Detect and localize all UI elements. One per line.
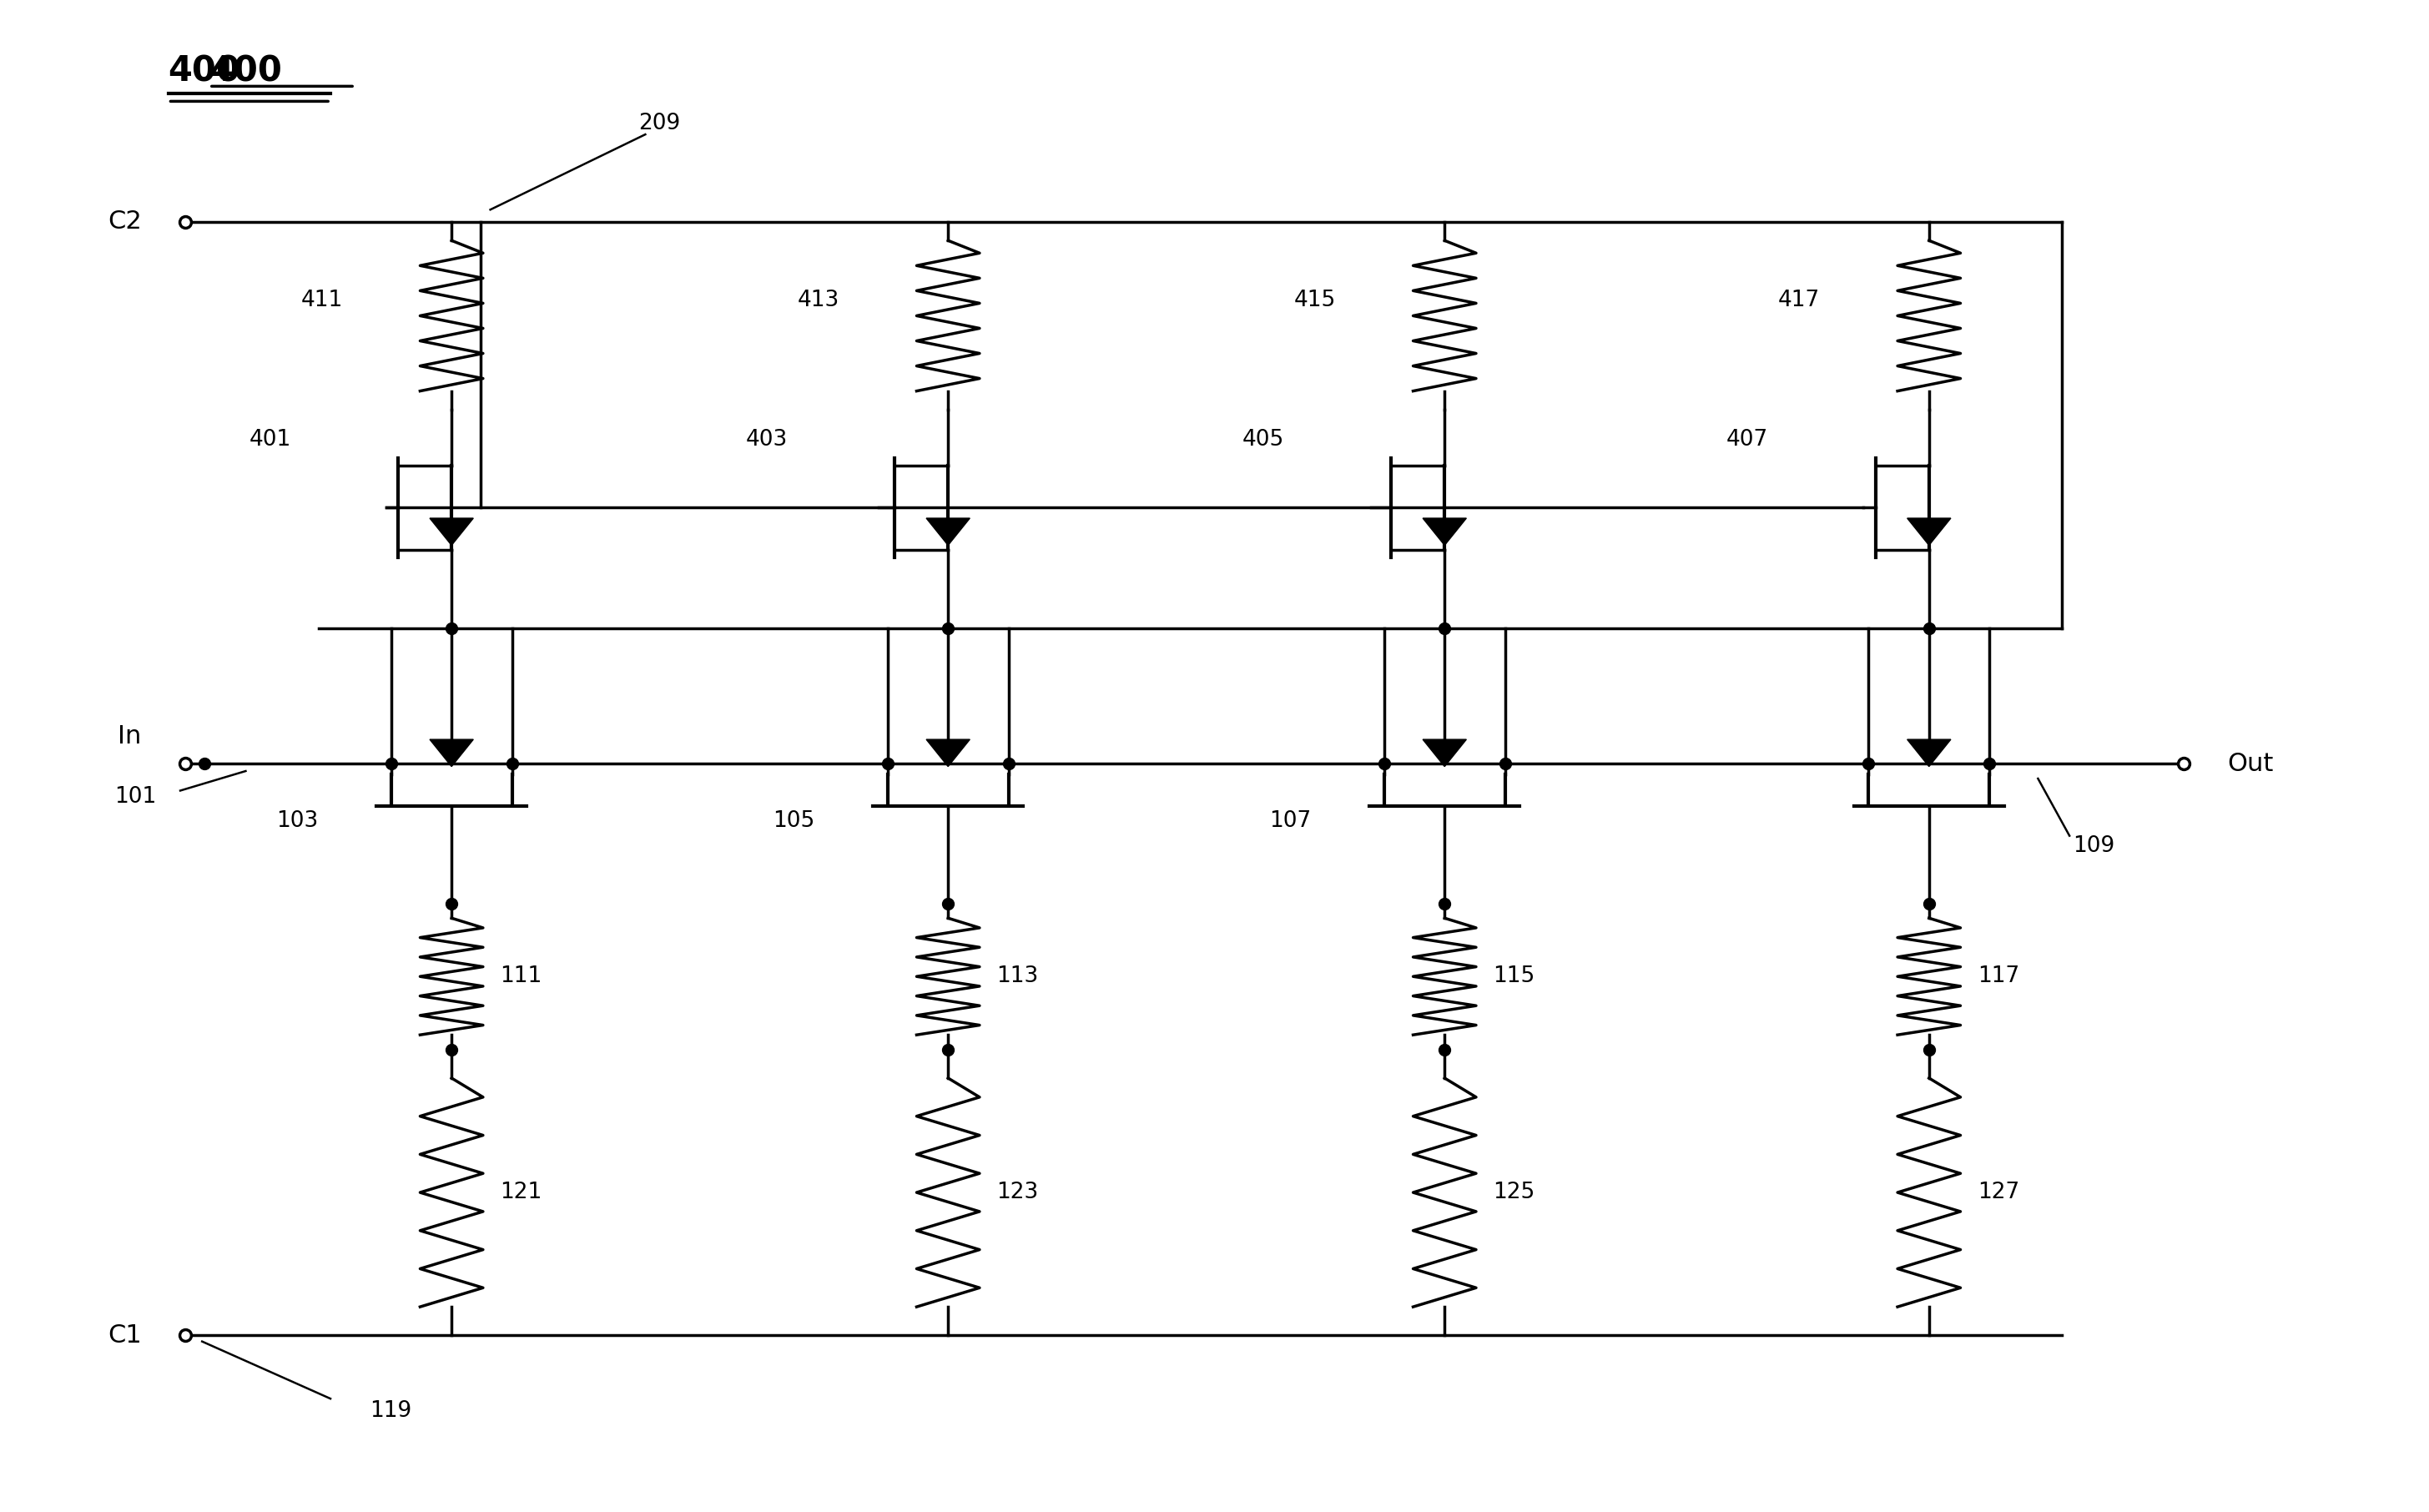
Text: C2: C2 bbox=[107, 210, 141, 234]
Text: 119: 119 bbox=[369, 1400, 413, 1421]
Text: 101: 101 bbox=[114, 786, 155, 807]
Text: 121: 121 bbox=[500, 1181, 542, 1204]
Text: 125: 125 bbox=[1494, 1181, 1535, 1204]
Text: 127: 127 bbox=[1977, 1181, 2018, 1204]
Polygon shape bbox=[1907, 739, 1950, 767]
Text: 107: 107 bbox=[1270, 810, 1312, 832]
Text: 117: 117 bbox=[1977, 966, 2018, 987]
Text: 123: 123 bbox=[996, 1181, 1040, 1204]
Text: Out: Out bbox=[2227, 751, 2274, 776]
Text: 209: 209 bbox=[639, 113, 680, 135]
Polygon shape bbox=[925, 519, 969, 546]
Text: 113: 113 bbox=[996, 966, 1040, 987]
Text: 115: 115 bbox=[1494, 966, 1535, 987]
Text: 407: 407 bbox=[1727, 429, 1768, 451]
Polygon shape bbox=[1423, 739, 1467, 767]
Text: 105: 105 bbox=[772, 810, 814, 832]
Polygon shape bbox=[430, 519, 474, 546]
Text: 415: 415 bbox=[1295, 290, 1336, 311]
Text: 103: 103 bbox=[277, 810, 318, 832]
Text: 109: 109 bbox=[2072, 836, 2116, 857]
Text: 111: 111 bbox=[500, 966, 542, 987]
Text: 417: 417 bbox=[1778, 290, 1819, 311]
Text: 400: 400 bbox=[168, 54, 240, 89]
Polygon shape bbox=[1423, 519, 1467, 546]
Text: 400: 400 bbox=[209, 54, 282, 89]
Text: 403: 403 bbox=[746, 429, 787, 451]
Polygon shape bbox=[1907, 519, 1950, 546]
Text: C1: C1 bbox=[107, 1323, 141, 1347]
Polygon shape bbox=[925, 739, 969, 767]
Text: 413: 413 bbox=[797, 290, 838, 311]
Polygon shape bbox=[430, 739, 474, 767]
Text: 411: 411 bbox=[301, 290, 342, 311]
Text: 401: 401 bbox=[248, 429, 291, 451]
Text: In: In bbox=[119, 724, 141, 748]
Text: 405: 405 bbox=[1241, 429, 1285, 451]
